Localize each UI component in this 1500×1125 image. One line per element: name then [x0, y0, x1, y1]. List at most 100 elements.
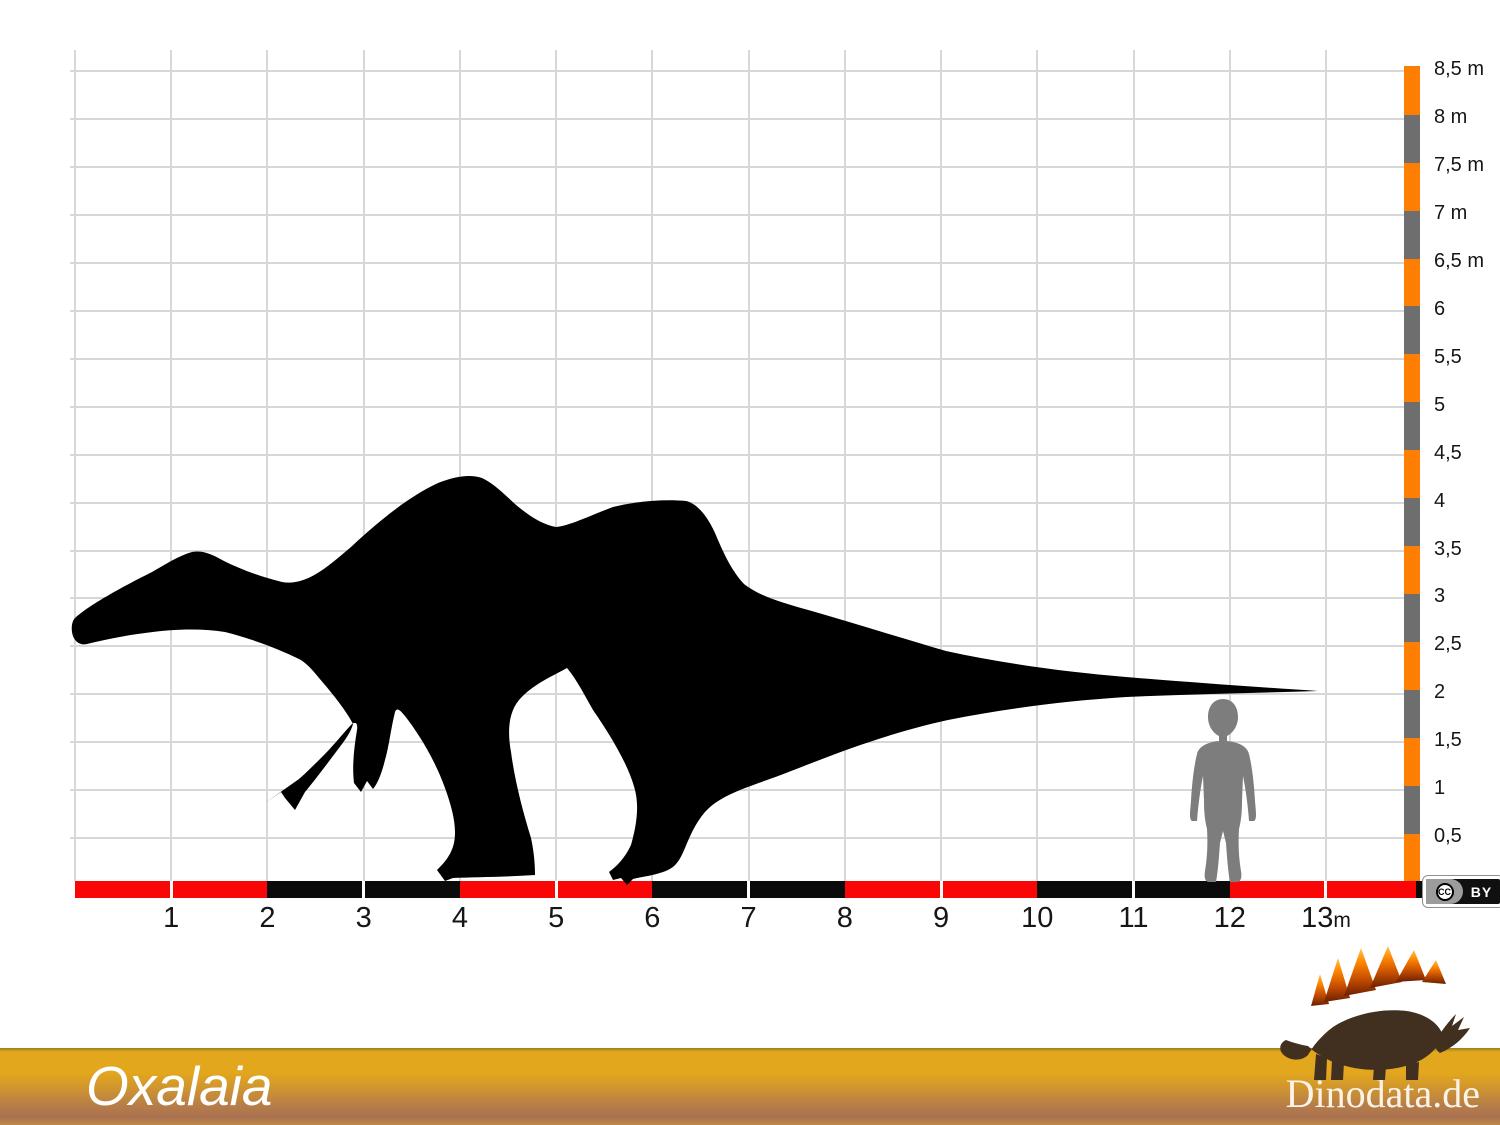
x-axis-label: 3: [319, 902, 409, 935]
y-axis-label: 3: [1434, 585, 1446, 608]
page-title: Oxalaia: [86, 1055, 273, 1117]
y-axis-label: 8 m: [1434, 106, 1468, 129]
x-axis-unit: m: [1333, 909, 1351, 932]
x-axis-label: 2: [222, 902, 312, 935]
x-axis-number: 8: [836, 902, 853, 934]
y-scale-segment: [1404, 114, 1420, 163]
grid-line-horizontal: [70, 453, 1404, 456]
grid-line-vertical: [1132, 50, 1135, 881]
y-scale-segment: [1404, 497, 1420, 547]
grid-line-horizontal: [70, 262, 1404, 265]
x-scale-tick: [747, 881, 751, 898]
x-scale-tick: [554, 881, 558, 898]
y-scale-segment: [1404, 689, 1420, 738]
y-scale-segment: [1404, 210, 1420, 259]
x-axis-number: 3: [355, 902, 372, 934]
y-axis-label: 2: [1434, 681, 1446, 704]
x-scale-tick: [1132, 881, 1136, 898]
grid-line-vertical: [843, 50, 846, 881]
y-axis-label: 7,5 m: [1434, 154, 1485, 177]
y-axis-label: 8,5 m: [1434, 58, 1485, 81]
y-axis-label: 1: [1434, 777, 1446, 800]
x-scale-tick: [362, 881, 366, 898]
grid-line-vertical: [940, 50, 943, 881]
x-axis-label: 1: [126, 902, 216, 935]
x-axis-label: 11: [1089, 902, 1179, 935]
banner: Oxalaia Dinodata.de: [0, 1048, 1500, 1125]
grid-line-vertical: [555, 50, 558, 881]
x-axis-number: 9: [932, 902, 950, 934]
x-axis-label: 8: [800, 902, 890, 935]
x-axis-number: 13: [1301, 902, 1334, 934]
y-scale-segment: [1404, 66, 1420, 115]
y-axis-label: 5: [1434, 393, 1446, 416]
grid-line-vertical: [458, 50, 461, 881]
x-axis-label: 5: [511, 902, 601, 935]
y-axis-label: 6,5 m: [1434, 250, 1485, 273]
license-by-label: BY: [1470, 883, 1493, 900]
x-axis-number: 11: [1118, 902, 1149, 934]
x-axis-label: 6: [607, 902, 697, 935]
y-scale-segment: [1404, 305, 1420, 355]
x-axis-number: 7: [740, 902, 757, 934]
grid-line-vertical: [1036, 50, 1039, 881]
y-axis-label: 0,5: [1434, 825, 1462, 848]
x-axis-label: 10: [992, 902, 1082, 935]
y-scale-segment: [1404, 353, 1420, 403]
x-axis-number: 6: [644, 902, 661, 934]
x-axis-number: 1: [163, 902, 180, 934]
y-scale-segment: [1404, 737, 1420, 786]
y-axis-label: 4: [1434, 489, 1446, 512]
x-scale-tick: [1324, 881, 1328, 898]
x-scale-tick: [939, 881, 943, 898]
grid-line-horizontal: [70, 357, 1404, 360]
grid-line-vertical: [747, 50, 750, 881]
y-axis-label: 1,5: [1434, 729, 1462, 752]
y-axis-label: 7 m: [1434, 202, 1468, 225]
y-axis-label: 2,5: [1434, 633, 1462, 656]
grid-line-vertical: [651, 50, 654, 881]
x-axis-number: 5: [548, 902, 565, 934]
x-axis-label: 4: [415, 902, 505, 935]
grid-line-horizontal: [70, 405, 1404, 408]
y-scale-segment: [1404, 162, 1420, 211]
x-axis-label: 9: [896, 902, 986, 935]
grid-line-horizontal: [70, 214, 1404, 217]
y-axis-label: 4,5: [1434, 441, 1462, 464]
y-scale-segment: [1404, 545, 1420, 594]
y-axis-label: 3,5: [1434, 537, 1462, 560]
grid-line-horizontal: [70, 166, 1404, 169]
grid-line-vertical: [362, 50, 365, 881]
grid-line-vertical: [1228, 50, 1231, 881]
y-axis-label: 5,5: [1434, 345, 1462, 368]
x-axis-number: 2: [259, 902, 276, 934]
y-scale-segment: [1404, 449, 1420, 499]
cc-circle-icon: CC: [1435, 882, 1454, 901]
cc-license-badge[interactable]: CC BY: [1422, 875, 1500, 908]
y-scale-segment: [1404, 785, 1420, 834]
x-axis-number: 10: [1021, 902, 1054, 934]
site-name: Dinodata.de: [1285, 1071, 1480, 1116]
x-scale-tick: [169, 881, 173, 898]
x-axis-label: 12: [1185, 902, 1275, 935]
grid-line-vertical: [266, 50, 269, 881]
grid-line-horizontal: [70, 118, 1404, 121]
grid-line-horizontal: [70, 70, 1404, 73]
y-scale-segment: [1404, 401, 1420, 451]
x-scale-segment: [1229, 881, 1417, 898]
x-axis-label: 13m: [1281, 902, 1371, 935]
x-axis-number: 12: [1213, 902, 1246, 934]
grid-line-horizontal: [70, 309, 1404, 312]
grid-line-vertical: [170, 50, 173, 881]
cc-icon: CC: [1426, 879, 1463, 904]
y-scale-segment: [1404, 641, 1420, 690]
y-scale-segment: [1404, 833, 1420, 882]
y-axis-label: 6: [1434, 297, 1446, 320]
x-axis-number: 4: [451, 902, 468, 934]
grid-line-vertical: [1324, 50, 1327, 881]
x-axis-label: 7: [704, 902, 794, 935]
grid-line-vertical: [74, 50, 76, 881]
y-scale-segment: [1404, 593, 1420, 642]
